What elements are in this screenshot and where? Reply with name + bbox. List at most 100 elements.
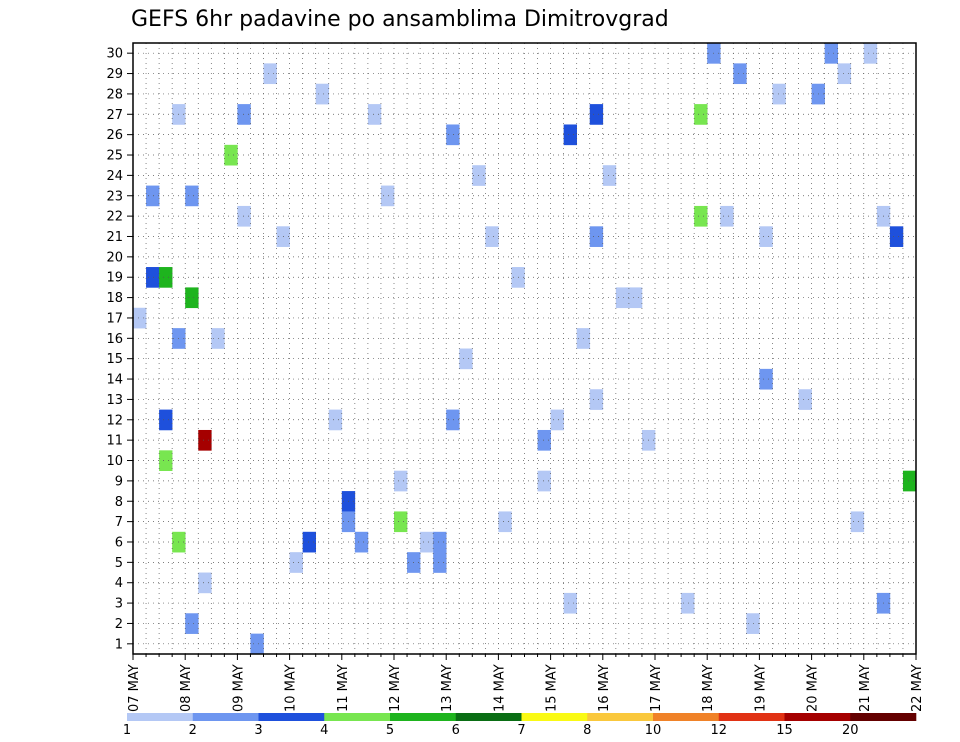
y-tick-label: 15: [106, 352, 123, 367]
precip-cell: [289, 552, 303, 573]
precip-cell: [250, 633, 264, 655]
colorbar-tick-label: 12: [710, 723, 727, 738]
x-tick-label: 12 MAY: [388, 664, 403, 712]
precip-cell: [446, 124, 460, 146]
precip-cell: [420, 531, 434, 553]
x-tick-label: 07 MAY: [127, 664, 142, 712]
precip-cell: [263, 63, 277, 85]
y-tick-label: 3: [115, 597, 123, 612]
precip-cell: [902, 470, 917, 492]
colorbar: 1 2 3 4 5 6 7 8 10 12 15 20: [123, 713, 917, 738]
x-axis-ticks: 07 MAY 08 MAY 09 MAY 10 MAY 11 MAY 12 MAY 13 M…: [127, 654, 925, 712]
y-tick-label: 12: [106, 413, 123, 428]
y-tick-label: 14: [106, 373, 123, 388]
colorbar-swatch: [258, 713, 325, 721]
y-tick-label: 9: [115, 474, 123, 489]
precip-cell: [211, 328, 225, 349]
y-axis-ticks: 1234567891011121314151617181920212223242…: [106, 47, 133, 652]
y-tick-label: 11: [106, 434, 123, 449]
precip-cell: [367, 104, 382, 125]
precip-cell: [185, 287, 199, 309]
precip-cell: [681, 592, 695, 614]
colorbar-tick-label: 1: [123, 723, 131, 738]
colorbar-tick-label: 2: [189, 723, 197, 738]
y-tick-label: 1: [115, 637, 123, 652]
y-tick-label: 24: [106, 169, 123, 184]
colorbar-swatch: [390, 713, 457, 721]
precip-cell: [433, 552, 447, 573]
precip-cell: [380, 185, 395, 207]
y-tick-label: 26: [106, 128, 123, 143]
precip-cell: [537, 429, 551, 451]
y-tick-label: 16: [106, 332, 123, 347]
precip-cell: [237, 205, 251, 227]
precip-cell: [589, 226, 604, 247]
precip-cell: [759, 226, 773, 247]
colorbar-swatch: [192, 713, 259, 721]
precip-cell: [694, 205, 708, 227]
colorbar-tick-label: 20: [842, 723, 859, 738]
y-tick-label: 4: [115, 576, 123, 591]
y-tick-label: 5: [115, 556, 123, 571]
y-tick-label: 28: [106, 87, 123, 102]
colorbar-swatch: [127, 713, 194, 721]
x-tick-label: 11 MAY: [336, 664, 351, 712]
precip-cell: [589, 104, 604, 125]
precip-cell: [837, 63, 852, 85]
precip-cell: [720, 205, 734, 227]
x-tick-label: 13 MAY: [440, 664, 455, 712]
colorbar-swatch: [850, 713, 917, 721]
precip-cell: [459, 348, 473, 370]
precip-cell: [694, 104, 708, 125]
precip-cell: [563, 124, 577, 146]
precip-cell: [602, 165, 617, 186]
x-tick-label: 10 MAY: [284, 664, 299, 712]
precip-cell: [159, 409, 173, 431]
y-tick-label: 8: [115, 495, 123, 510]
x-tick-label: 21 MAY: [858, 664, 873, 712]
heatmap-cells: [133, 43, 917, 655]
colorbar-swatch: [718, 713, 785, 721]
precip-cell: [394, 470, 408, 492]
y-tick-label: 17: [106, 311, 123, 326]
precip-cell: [589, 389, 604, 410]
colorbar-tick-label: 8: [583, 723, 591, 738]
precip-cell: [433, 531, 447, 553]
precip-cell: [133, 307, 147, 329]
y-tick-label: 27: [106, 108, 123, 123]
precip-cell: [198, 429, 212, 451]
precip-cell: [185, 185, 199, 207]
precip-cell: [550, 409, 564, 431]
y-tick-label: 10: [106, 454, 123, 469]
colorbar-swatch: [521, 713, 588, 721]
x-tick-label: 15 MAY: [545, 664, 560, 712]
x-tick-label: 22 MAY: [910, 664, 925, 712]
y-tick-label: 7: [115, 515, 123, 530]
y-tick-label: 30: [106, 47, 123, 62]
precip-cell: [394, 511, 408, 533]
x-tick-label: 16 MAY: [597, 664, 612, 712]
x-tick-label: 08 MAY: [179, 664, 194, 712]
colorbar-tick-label: 15: [776, 723, 793, 738]
colorbar-tick-label: 5: [386, 723, 394, 738]
colorbar-tick-label: 3: [254, 723, 262, 738]
precip-cell: [563, 592, 577, 614]
x-tick-label: 18 MAY: [701, 664, 716, 712]
colorbar-swatch: [587, 713, 654, 721]
precip-cell: [159, 450, 173, 471]
x-tick-label: 19 MAY: [753, 664, 768, 712]
precip-cell: [224, 144, 238, 166]
precip-cell: [733, 63, 747, 85]
precip-cell: [198, 572, 212, 594]
y-tick-label: 21: [106, 230, 123, 245]
precip-cell: [146, 185, 160, 207]
precip-cell: [759, 368, 773, 390]
y-tick-label: 29: [106, 67, 123, 82]
colorbar-tick-label: 10: [645, 723, 662, 738]
precip-cell: [328, 409, 343, 431]
precip-cell: [146, 267, 160, 288]
grid-lines: [133, 43, 916, 654]
colorbar-swatch: [784, 713, 851, 721]
colorbar-swatch: [653, 713, 720, 721]
